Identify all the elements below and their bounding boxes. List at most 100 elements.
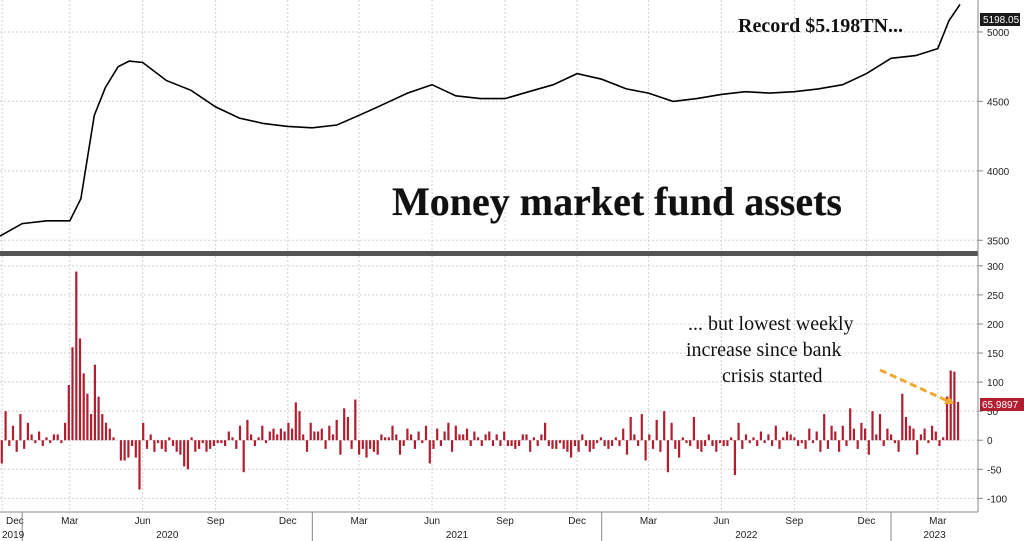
weekly-change-bar (149, 434, 152, 441)
weekly-change-bar (395, 434, 398, 441)
weekly-change-bar (153, 440, 156, 452)
weekly-change-bar (101, 414, 104, 441)
record-annotation: Record $5.198TN... (738, 15, 903, 37)
weekly-change-bar (547, 440, 550, 446)
weekly-change-bar (93, 364, 96, 441)
weekly-change-bar (711, 440, 714, 446)
x-month-label: Sep (496, 516, 514, 527)
weekly-change-bar (596, 440, 599, 444)
weekly-change-bar (123, 440, 126, 461)
weekly-change-bar (551, 440, 554, 449)
weekly-change-bar (179, 440, 182, 455)
weekly-change-bar (648, 434, 651, 441)
weekly-change-bar (138, 440, 141, 490)
weekly-change-bar (901, 393, 904, 441)
weekly-change-bar (436, 428, 439, 441)
weekly-change-bar (540, 434, 543, 441)
weekly-change-bar (808, 428, 811, 441)
weekly-change-bar (276, 434, 279, 441)
weekly-change-bar (346, 417, 349, 441)
bottom-tick-label: 300 (987, 262, 1004, 273)
weekly-change-bar (250, 434, 253, 441)
weekly-change-bar (108, 428, 111, 441)
weekly-change-bar (402, 440, 405, 446)
weekly-change-bar (845, 440, 848, 446)
weekly-change-bar (82, 373, 85, 441)
weekly-change-bar (689, 440, 692, 446)
weekly-change-bar (365, 440, 368, 458)
weekly-change-bar (811, 440, 815, 444)
weekly-change-bar (424, 425, 428, 441)
weekly-change-bar (462, 434, 465, 441)
weekly-change-bar (71, 347, 74, 441)
weekly-change-bar (730, 437, 733, 441)
weekly-change-bar (744, 434, 748, 441)
weekly-change-bar (532, 437, 535, 441)
weekly-change-bar (291, 428, 294, 441)
weekly-change-bar (945, 396, 949, 441)
weekly-change-bar (893, 440, 896, 444)
weekly-change-bar (11, 425, 15, 441)
weekly-change-bar (633, 434, 636, 441)
top-tick-label: 5000 (987, 28, 1010, 39)
weekly-change-bar (331, 434, 335, 441)
weekly-change-bar (923, 428, 926, 441)
weekly-change-bar (644, 440, 647, 461)
weekly-change-bar (350, 440, 353, 449)
weekly-change-bar (696, 440, 699, 449)
weekly-change-bar (655, 419, 658, 441)
weekly-change-bar (134, 440, 137, 458)
weekly-change-bar (41, 440, 44, 446)
top-y-axis-ticks: 3500 4000 4500 5000 (978, 28, 1010, 247)
weekly-change-bar (897, 440, 900, 452)
weekly-change-bar (261, 425, 264, 441)
weekly-change-bar (871, 411, 874, 441)
weekly-change-bar (599, 437, 602, 441)
weekly-change-bar (253, 440, 256, 446)
weekly-change-bar (875, 434, 878, 441)
weekly-change-bar (384, 437, 387, 441)
weekly-change-bar (231, 437, 234, 441)
weekly-change-bar (320, 428, 323, 441)
weekly-change-bar (67, 385, 70, 441)
weekly-change-bar (417, 431, 420, 441)
weekly-change-bar (488, 431, 491, 441)
weekly-change-bar (264, 440, 268, 444)
weekly-change-bar (949, 370, 952, 441)
weekly-change-bar (529, 440, 532, 452)
weekly-change-bar (674, 440, 677, 449)
weekly-change-bar (640, 414, 643, 441)
weekly-change-bar (797, 440, 800, 446)
weekly-change-bar (625, 440, 629, 455)
weekly-change-bar (666, 440, 669, 473)
weekly-change-bar (957, 401, 960, 441)
annotation-arrowhead (944, 396, 954, 404)
weekly-change-bar (629, 417, 632, 441)
top-tick-label: 4500 (987, 97, 1010, 108)
weekly-change-bar (64, 422, 67, 441)
weekly-change-bar (439, 440, 442, 446)
weekly-change-bar (358, 440, 361, 455)
weekly-change-bar (480, 440, 483, 446)
weekly-change-bar (752, 437, 755, 441)
weekly-change-bar (495, 434, 498, 441)
weekly-change-bar (800, 440, 803, 444)
weekly-change-bar (782, 437, 785, 441)
weekly-change-bar (458, 434, 461, 441)
weekly-change-bar (272, 428, 275, 441)
weekly-change-bar (611, 440, 614, 446)
bottom-tick-label: 100 (987, 378, 1004, 389)
weekly-change-bar (477, 437, 480, 441)
weekly-change-bar (919, 434, 922, 441)
weekly-change-bar (748, 440, 751, 444)
weekly-change-bar (26, 422, 29, 441)
weekly-change-bar (335, 419, 338, 441)
annotation-line-3: crisis started (722, 365, 823, 387)
bottom-y-axis-ticks: -100 -50 0 50 100 150 200 250 300 (978, 262, 1007, 505)
weekly-change-bar (953, 371, 956, 441)
weekly-change-bar (823, 414, 826, 441)
x-month-label: Jun (424, 516, 440, 527)
bottom-tick-label: 0 (987, 436, 993, 447)
weekly-change-bar (778, 440, 781, 449)
weekly-change-bar (882, 440, 885, 446)
